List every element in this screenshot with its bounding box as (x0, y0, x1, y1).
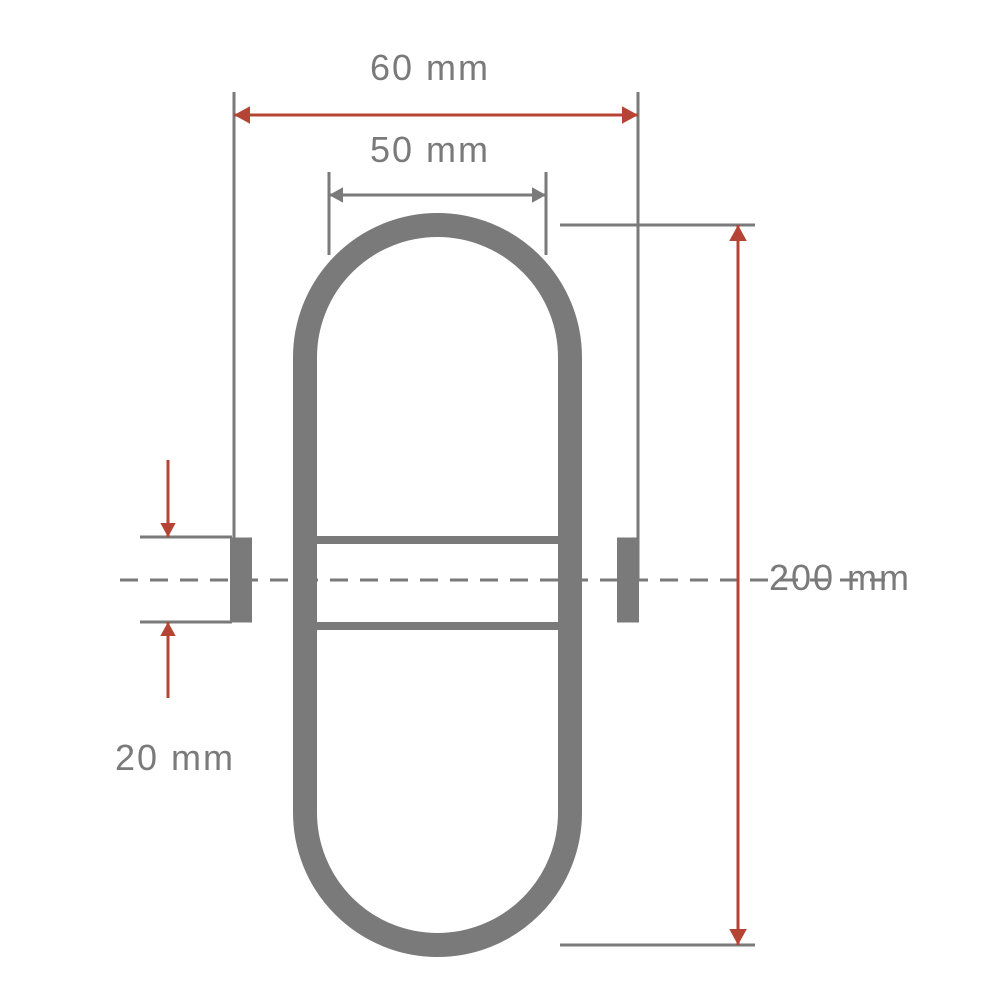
slot-outline (305, 225, 570, 945)
arrowhead (160, 523, 175, 537)
side-tab-left (230, 538, 252, 623)
side-tab-right (617, 538, 639, 623)
dimension-diagram: 60 mm 50 mm 200 mm 20 mm (0, 0, 1000, 1000)
arrowhead (532, 187, 546, 202)
dim-label-20mm: 20 mm (115, 737, 235, 778)
arrowhead (729, 225, 747, 241)
arrowhead (329, 187, 343, 202)
dim-label-200mm: 200 mm (769, 557, 911, 598)
arrowhead (234, 106, 250, 124)
arrowhead (160, 622, 175, 636)
arrowhead (622, 106, 638, 124)
dim-label-60mm: 60 mm (370, 47, 490, 88)
dim-label-50mm: 50 mm (370, 129, 490, 170)
arrowhead (729, 929, 747, 945)
